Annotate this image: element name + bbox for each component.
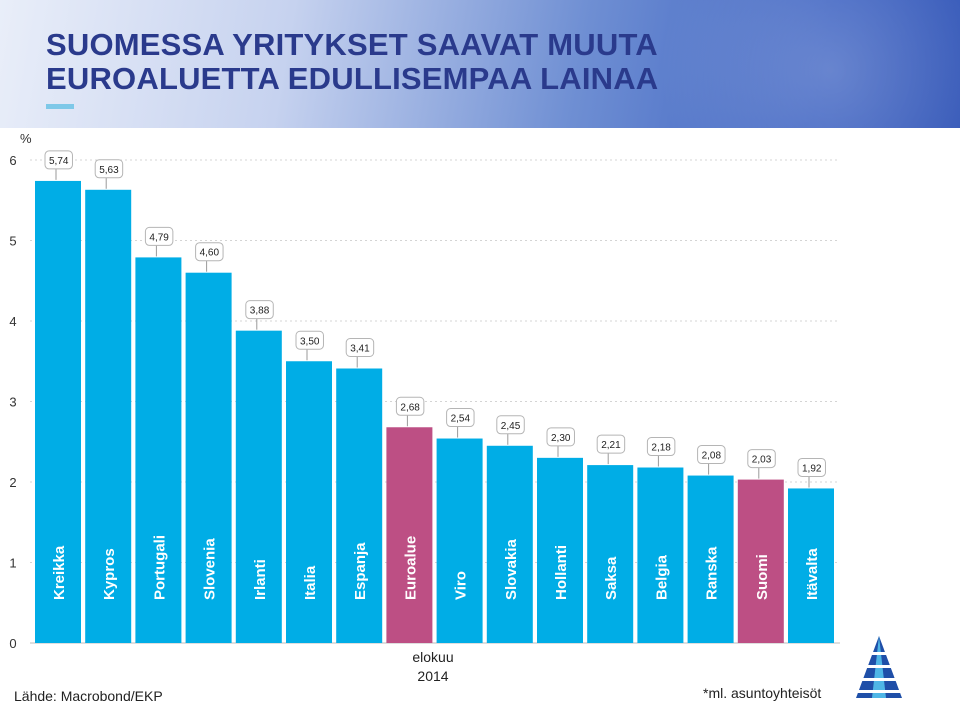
bar [537,457,583,643]
title-line-2: EUROALUETTA EDULLISEMPAA LAINAA [46,61,659,96]
value-label-box [195,242,224,262]
title-accent-bar [46,104,74,109]
bar [486,445,533,643]
bar [687,475,734,643]
category-label: Suomi [754,554,771,600]
value-label: 2,54 [451,414,471,425]
value-label-box [295,330,324,350]
bar-chart: 0 1 2 3 4 5 6 5,74 Kreikka 5,63 Kypros 4,79 Portugal… [9,150,840,684]
title-line-1: SUOMESSA YRITYKSET SAAVAT MUUTA [46,27,658,62]
y-tick-label: 1 [9,556,16,571]
value-label-box [747,449,776,469]
bar [788,488,834,643]
value-label: 5,74 [49,156,69,167]
category-label: Ranska [704,546,721,600]
value-label-box [144,226,174,246]
value-label: 2,18 [651,443,671,454]
value-label-box [646,437,676,457]
value-label: 2,68 [400,402,420,413]
value-label-box [245,300,274,320]
value-label: 3,41 [350,343,370,354]
value-label: 2,08 [702,451,722,462]
value-label: 2,21 [601,440,621,451]
value-label-box [446,408,475,428]
value-label-box [395,396,425,416]
value-label-box [44,150,73,170]
bar [135,257,182,643]
value-label: 2,45 [501,421,521,432]
bar [637,467,684,643]
bar [587,465,634,643]
bar [737,479,784,643]
value-label-box [94,159,124,179]
bank-logo-icon [852,636,906,698]
category-label: Italia [302,565,319,600]
y-tick-label: 3 [9,395,16,410]
value-label-box [496,415,525,435]
y-tick-label: 6 [9,153,16,168]
bar [386,427,433,643]
y-tick-label: 4 [9,314,16,329]
x-axis-label-line-2: 2014 [417,668,448,684]
value-label-box [345,337,375,357]
page-title: SUOMESSA YRITYKSET SAAVAT MUUTA EUROALUE… [46,28,658,96]
category-label: Slovakia [503,538,520,600]
value-label-box [546,427,575,447]
bar [436,438,483,643]
header-glow [640,0,960,128]
category-label: Espanja [352,542,369,600]
category-label: Itävalta [804,548,821,600]
y-tick-label: 2 [9,475,16,490]
value-label: 4,79 [149,232,169,243]
bar [185,272,232,643]
x-axis-label-line-1: elokuu [412,649,453,665]
value-label-box [596,434,626,454]
value-label: 5,63 [99,165,119,176]
y-tick-label: 0 [9,636,16,651]
y-unit-label: % [20,131,32,146]
category-label: Euroalue [402,536,419,600]
category-label: Kypros [101,548,118,600]
value-label: 2,30 [551,433,571,444]
category-label: Irlanti [252,559,269,600]
source-note: Lähde: Macrobond/EKP [14,688,163,704]
category-label: Viro [453,571,470,600]
header-banner: SUOMESSA YRITYKSET SAAVAT MUUTA EUROALUE… [0,0,960,128]
value-label: 4,60 [200,248,220,259]
bar [85,189,132,643]
category-label: Kreikka [51,545,68,600]
category-label: Belgia [653,554,670,600]
footnote: *ml. asuntoyhteisöt [703,685,822,701]
bar [235,330,282,643]
bar [336,368,383,643]
category-label: Saksa [603,556,620,600]
value-label: 3,50 [300,336,320,347]
category-label: Portugali [151,535,168,600]
value-label-box [797,457,826,477]
category-label: Slovenia [202,538,219,600]
category-label: Hollanti [553,545,570,600]
bar [35,180,81,643]
value-label-box [697,445,726,465]
value-label: 2,03 [752,455,772,466]
bar [286,361,332,643]
y-tick-label: 5 [9,234,16,249]
value-label: 1,92 [802,463,822,474]
value-label: 3,88 [250,306,270,317]
